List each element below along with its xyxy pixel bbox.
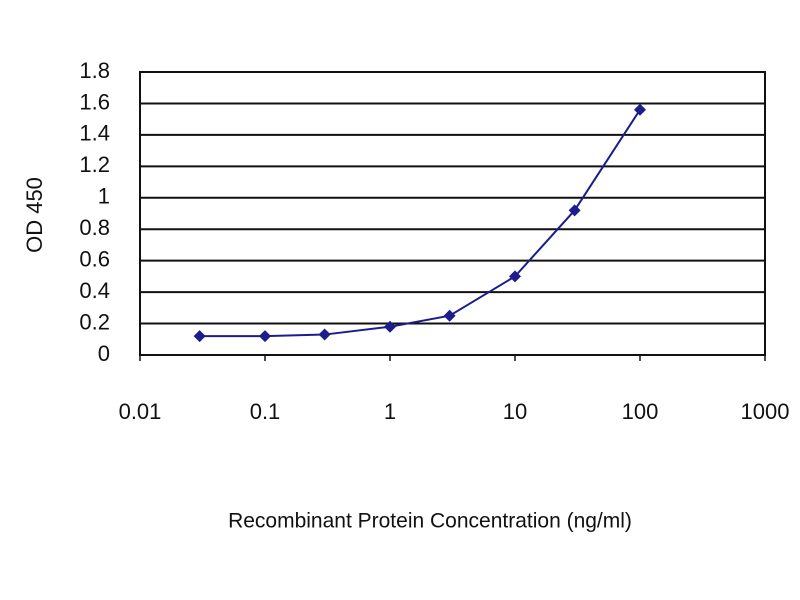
data-point bbox=[509, 270, 521, 283]
y-tick-label: 1 bbox=[98, 184, 110, 209]
data-point bbox=[568, 204, 581, 217]
data-point bbox=[384, 320, 396, 333]
y-tick-label: 1.2 bbox=[79, 152, 110, 177]
data-line bbox=[199, 109, 641, 338]
data-point bbox=[318, 328, 331, 341]
y-tick-label: 0.8 bbox=[79, 215, 110, 240]
y-tick-label: 0.2 bbox=[79, 309, 110, 334]
x-tick-label: 1000 bbox=[741, 399, 790, 424]
data-point bbox=[259, 330, 271, 343]
y-tick-label: 1.6 bbox=[79, 89, 110, 114]
y-tick-label: 0.6 bbox=[79, 246, 110, 271]
data-point bbox=[443, 309, 456, 322]
plot-area bbox=[139, 71, 766, 356]
y-axis-label: OD 450 bbox=[22, 177, 47, 253]
x-axis-label: Recombinant Protein Concentration (ng/ml… bbox=[228, 510, 632, 533]
y-tick-label: 0 bbox=[98, 341, 110, 366]
x-tick-label: 1 bbox=[384, 399, 396, 424]
y-tick-label: 1.4 bbox=[79, 121, 110, 146]
x-tick-label: 10 bbox=[503, 399, 527, 424]
x-tick-label: 0.01 bbox=[119, 399, 162, 424]
data-point bbox=[193, 330, 206, 343]
x-tick-label: 100 bbox=[622, 399, 659, 424]
x-tick-label: 0.1 bbox=[250, 399, 281, 424]
data-point bbox=[634, 103, 646, 116]
y-tick-label: 1.8 bbox=[79, 58, 110, 83]
y-tick-label: 0.4 bbox=[79, 278, 110, 303]
